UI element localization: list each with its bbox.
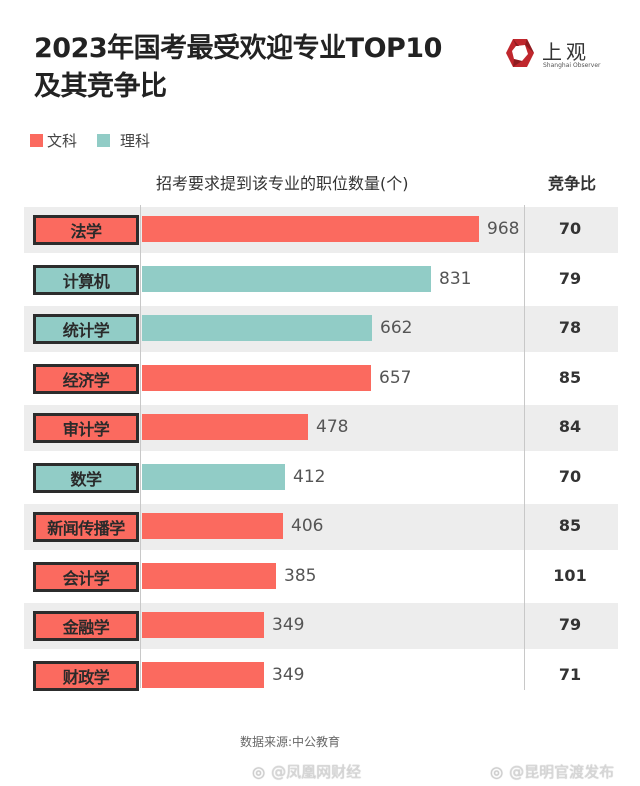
chart-row: 法学 968 70 <box>0 205 640 255</box>
watermark-2: ◎ @昆明官渡发布 <box>490 762 615 782</box>
bar <box>142 414 308 440</box>
bars-column-header: 招考要求提到该专业的职位数量(个) <box>156 174 409 193</box>
bar-value-label: 968 <box>487 219 520 239</box>
chart-row: 数学 412 70 <box>0 453 640 503</box>
major-label: 数学 <box>33 462 139 493</box>
legend-label: 理科 <box>120 132 151 150</box>
bar-value-label: 349 <box>272 664 305 685</box>
title-line-1: 2023年国考最受欢迎专业TOP10 <box>34 33 442 64</box>
logo-mark-icon <box>506 39 534 67</box>
major-label: 金融学 <box>33 611 139 641</box>
weibo-icon: ◎ <box>490 762 504 781</box>
science-swatch-icon <box>97 134 111 147</box>
chart-row: 金融学 349 79 <box>0 601 640 651</box>
bar-value-label: 385 <box>284 565 317 586</box>
chart-row: 财政学 349 71 <box>0 651 640 701</box>
major-label: 新闻传播学 <box>33 512 139 542</box>
bar <box>142 661 264 688</box>
competition-ratio: 70 <box>558 466 582 486</box>
major-label: 财政学 <box>33 660 139 691</box>
bar <box>142 216 479 242</box>
chart-row: 计算机 831 79 <box>0 255 640 305</box>
logo-chinese-text: 上观 <box>542 40 590 64</box>
legend-item-liberal-arts: 文科 <box>30 130 77 151</box>
logo-english-text: Shanghai Observer <box>543 62 601 69</box>
weibo-icon: ◎ <box>252 762 266 781</box>
bar <box>142 364 371 391</box>
bar-value-label: 349 <box>272 615 305 635</box>
bar <box>142 562 276 589</box>
chart-row: 经济学 657 85 <box>0 354 640 404</box>
ratio-column-header: 竞争比 <box>548 174 597 193</box>
shanghai-observer-logo: 上观 Shanghai Observer <box>505 36 615 76</box>
major-label: 审计学 <box>33 413 139 443</box>
bar-value-label: 406 <box>291 516 324 536</box>
chart-row: 新闻传播学 406 85 <box>0 502 640 552</box>
major-label: 计算机 <box>33 264 139 295</box>
legend-item-science: 理科 <box>97 130 150 151</box>
major-label: 法学 <box>33 215 139 245</box>
major-label: 统计学 <box>33 314 139 344</box>
legend-label: 文科 <box>47 132 78 150</box>
bar-value-label: 657 <box>379 367 412 388</box>
bar <box>142 265 431 292</box>
competition-ratio: 78 <box>558 318 582 337</box>
bar-value-label: 478 <box>316 417 349 437</box>
major-label: 会计学 <box>33 561 139 592</box>
liberal-arts-swatch-icon <box>30 134 43 147</box>
competition-ratio: 71 <box>558 664 582 684</box>
chart-row: 审计学 478 84 <box>0 403 640 453</box>
ratio-divider-line <box>524 205 525 690</box>
competition-ratio: 70 <box>558 219 582 238</box>
axis-line <box>140 205 141 688</box>
title-line-2: 及其竞争比 <box>34 71 167 102</box>
competition-ratio: 101 <box>553 565 587 585</box>
competition-ratio: 79 <box>558 268 582 288</box>
bar <box>142 463 285 490</box>
competition-ratio: 85 <box>558 367 582 387</box>
bar-value-label: 412 <box>293 466 326 487</box>
bar <box>142 315 372 341</box>
bar-value-label: 831 <box>439 268 472 289</box>
chart-row: 统计学 662 78 <box>0 304 640 354</box>
bar-value-label: 662 <box>380 318 413 338</box>
bar <box>142 513 283 539</box>
chart-row: 会计学 385 101 <box>0 552 640 602</box>
competition-ratio: 84 <box>558 417 582 436</box>
legend: 文科 理科 <box>30 130 170 151</box>
competition-ratio: 85 <box>558 516 582 535</box>
data-source: 数据来源:中公教育 <box>240 735 341 749</box>
watermark-1: ◎ @凤凰网财经 <box>252 762 362 782</box>
chart-title: 2023年国考最受欢迎专业TOP10 及其竞争比 <box>34 30 504 106</box>
major-label: 经济学 <box>33 363 139 394</box>
competition-ratio: 79 <box>558 615 582 634</box>
chart-rows: 法学 968 70 计算机 831 79 统计学 662 78 经济学 657 85 审计学 478 84 数… <box>0 205 640 700</box>
bar <box>142 612 264 638</box>
